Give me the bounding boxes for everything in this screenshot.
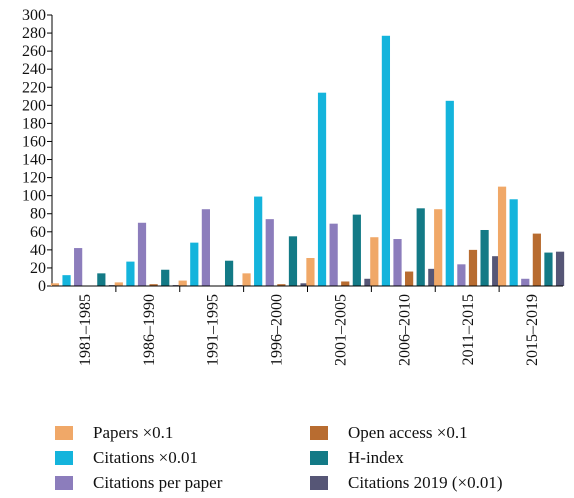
- y-tick-label: 280: [22, 25, 46, 42]
- bar: [428, 268, 437, 286]
- bar: [445, 100, 454, 286]
- legend-swatch: [55, 426, 73, 440]
- legend-swatch: [55, 476, 73, 490]
- legend-label: Open access ×0.1: [348, 423, 468, 442]
- bar: [341, 281, 350, 286]
- bar: [50, 283, 60, 286]
- y-tick-label: 40: [30, 242, 46, 259]
- legend-item-citations: Citations ×0.01: [55, 447, 198, 469]
- y-tick-label: 300: [22, 7, 46, 24]
- bar: [306, 257, 315, 286]
- y-tick-label: 100: [22, 188, 46, 205]
- y-tick-label: 120: [22, 170, 46, 187]
- x-tick-label: 1996–2000: [269, 294, 286, 366]
- legend-label: H-index: [348, 448, 404, 467]
- bar: [242, 273, 251, 286]
- bar: [364, 278, 373, 286]
- bar: [224, 260, 234, 286]
- y-tick-label: 140: [22, 152, 46, 169]
- bar: [300, 283, 309, 286]
- bar: [497, 186, 507, 286]
- legend-item-h-index: H-index: [310, 447, 404, 469]
- legend-swatch: [310, 476, 328, 490]
- y-tick-label: 20: [30, 260, 46, 277]
- legend-item-papers: Papers ×0.1: [55, 422, 173, 444]
- bar: [492, 256, 501, 286]
- x-tick-label: 2015–2019: [524, 294, 541, 366]
- legend-swatch: [310, 426, 328, 440]
- bar: [434, 209, 443, 286]
- bar: [114, 282, 123, 286]
- bar: [317, 92, 327, 286]
- bar: [405, 271, 414, 286]
- bar: [521, 278, 530, 286]
- x-tick-label: 2001–2005: [332, 294, 349, 366]
- legend-swatch: [310, 451, 328, 465]
- bar: [393, 239, 402, 286]
- bar: [254, 196, 263, 286]
- y-tick-label: 200: [22, 97, 46, 114]
- bar: [370, 237, 379, 286]
- bar: [277, 284, 286, 286]
- x-tick-label: 2011–2015: [460, 294, 477, 365]
- legend-item-open-access: Open access ×0.1: [310, 422, 468, 444]
- bar: [201, 209, 210, 286]
- x-tick-label: 1986–1990: [141, 294, 158, 366]
- x-tick-label: 1991–1995: [205, 294, 222, 366]
- bar: [126, 261, 135, 286]
- bar: [137, 222, 147, 286]
- bar: [532, 233, 541, 286]
- bar: [352, 214, 361, 286]
- legend-item-citations-2019: Citations 2019 (×0.01): [310, 472, 503, 494]
- bar: [74, 248, 83, 286]
- legend-swatch: [55, 451, 73, 465]
- bar: [190, 242, 199, 286]
- x-axis: 1981–1985 1986–1990 1991–1995 1996–2000 2001…: [52, 285, 563, 366]
- bar: [288, 236, 298, 286]
- y-tick-label: 60: [30, 224, 46, 241]
- bar: [544, 252, 553, 286]
- y-tick-label: 220: [22, 79, 46, 96]
- y-tick-label: 240: [22, 61, 46, 78]
- y-tick-label: 160: [22, 133, 46, 150]
- bar: [178, 280, 187, 286]
- legend-label: Papers ×0.1: [93, 423, 174, 442]
- bar: [457, 264, 466, 286]
- bar: [149, 284, 158, 286]
- bar: [416, 208, 425, 286]
- y-tick-label: 260: [22, 43, 46, 60]
- y-tick-label: 80: [30, 206, 46, 223]
- legend-item-citations-per-paper: Citations per paper: [55, 472, 222, 494]
- bar: [509, 199, 518, 286]
- legend: Papers ×0.1 Citations ×0.01 Citations pe…: [55, 422, 565, 496]
- legend-label: Citations 2019 (×0.01): [348, 473, 503, 492]
- x-tick-label: 2006–2010: [396, 294, 413, 366]
- bar: [555, 251, 565, 286]
- legend-label: Citations ×0.01: [93, 448, 198, 467]
- bar: [480, 229, 489, 286]
- bar: [62, 275, 71, 286]
- bar: [329, 223, 338, 286]
- bar: [265, 219, 274, 286]
- bar: [97, 273, 106, 286]
- bar: [161, 269, 170, 286]
- legend-label: Citations per paper: [93, 473, 223, 492]
- bars: [50, 35, 565, 286]
- bar: [381, 35, 391, 286]
- bar: [468, 249, 478, 286]
- x-tick-label: 1981–1985: [77, 294, 94, 366]
- y-tick-label: 180: [22, 115, 46, 132]
- y-tick-label: 0: [38, 278, 46, 295]
